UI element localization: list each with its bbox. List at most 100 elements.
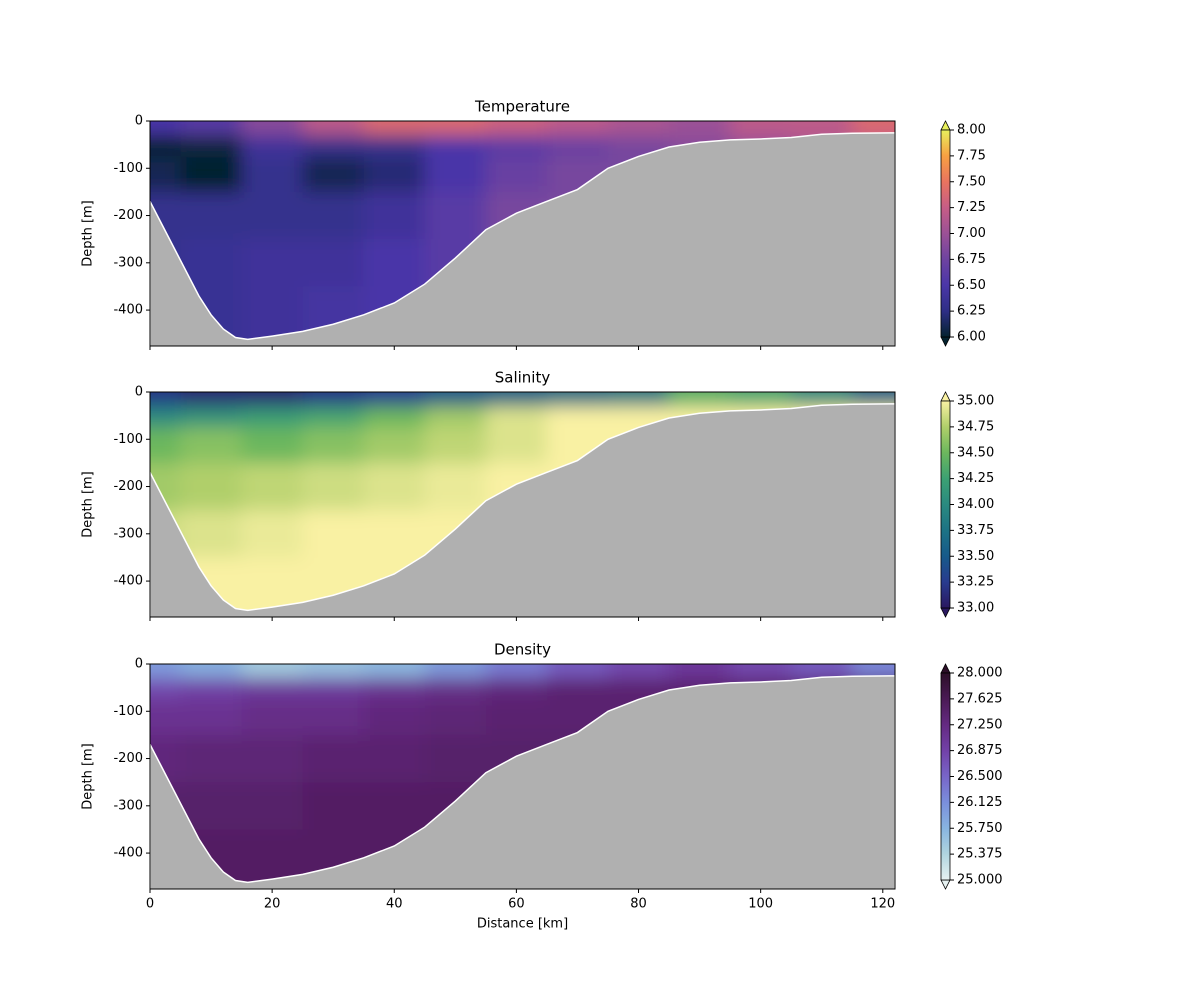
colorbar-tick-label: 33.50 — [957, 549, 994, 564]
colorbar-tick-label: 26.125 — [957, 795, 1003, 810]
field-cell — [852, 664, 895, 679]
field-cell — [852, 392, 895, 407]
colorbar-tick-label: 7.00 — [957, 226, 986, 241]
field-cell — [180, 135, 243, 157]
field-cell — [424, 699, 487, 736]
colorbar-tick-label: 28.000 — [957, 666, 1003, 681]
field-cell — [424, 664, 487, 679]
field-cell — [485, 699, 548, 736]
field-cell — [730, 392, 792, 407]
panel-title: Salinity — [495, 369, 551, 387]
x-tick-label: 40 — [386, 897, 403, 912]
field — [150, 392, 895, 617]
field-cell — [852, 121, 895, 136]
colorbar: 33.00 33.25 33.50 33.75 34.00 34.25 34.50 34.75… — [940, 391, 994, 618]
colorbar-tick-label: 7.50 — [957, 174, 986, 189]
field-cell — [485, 156, 548, 193]
y-tick-label: -100 — [113, 161, 143, 176]
y-tick-label: -300 — [113, 255, 143, 270]
field-cell — [150, 135, 182, 157]
field-cell — [150, 121, 182, 136]
y-tick-label: -300 — [113, 526, 143, 541]
bathymetry — [150, 132, 895, 346]
field-cell — [302, 392, 365, 407]
field-cell — [302, 734, 365, 783]
bathymetry — [150, 675, 895, 889]
colorbar-extend-bottom — [940, 607, 951, 618]
axes-frame — [149, 663, 896, 890]
y-tick-label: -400 — [113, 574, 143, 589]
y-tick-label: -100 — [113, 432, 143, 447]
field-cell — [363, 156, 426, 193]
field-cell — [302, 135, 365, 157]
colorbar-tick-label: 25.000 — [957, 873, 1003, 888]
field-cell — [150, 427, 182, 464]
field-cell — [485, 135, 548, 157]
field-cell — [363, 664, 426, 679]
panel-title: Temperature — [474, 98, 570, 116]
field-cell — [485, 406, 548, 428]
colorbar-tick-label: 7.75 — [957, 148, 986, 163]
y-tick-label: 0 — [135, 657, 143, 672]
colorbar-tick-label: 27.250 — [957, 717, 1003, 732]
x-tick-label: 0 — [146, 897, 154, 912]
colorbar-tick-label: 6.75 — [957, 252, 986, 267]
field-cell — [241, 286, 304, 325]
panel: 0 20 40 60 80 100 120 0 -100 -200 -300 -400 Density D… — [81, 641, 1003, 932]
y-axis-label: Depth [m] — [81, 471, 96, 538]
axes-frame — [149, 120, 896, 347]
field-cell — [180, 406, 243, 428]
field-cell — [363, 510, 426, 558]
field — [150, 664, 895, 889]
x-tick-label: 60 — [508, 897, 525, 912]
field-cell — [363, 239, 426, 287]
y-tick-label: -400 — [113, 303, 143, 318]
field-cell — [180, 156, 243, 193]
colorbar-tick-label: 8.00 — [957, 123, 986, 138]
colorbar: 6.00 6.25 6.50 6.75 7.00 7.25 7.50 7.75 8.00 — [940, 120, 986, 347]
y-tick-label: -200 — [113, 751, 143, 766]
field-cell — [363, 406, 426, 428]
field-cell — [180, 392, 243, 407]
field-cell — [180, 191, 243, 240]
colorbar-tick-label: 34.75 — [957, 419, 994, 434]
colorbar-tick-label: 33.00 — [957, 601, 994, 616]
colorbar-extend-top — [940, 663, 951, 674]
y-tick-label: 0 — [135, 114, 143, 129]
field-cell — [241, 135, 304, 157]
field-cell — [424, 406, 487, 428]
field-cell — [363, 734, 426, 783]
colorbar-tick-label: 33.75 — [957, 523, 994, 538]
field-cell — [546, 392, 609, 407]
field-cell — [363, 135, 426, 157]
x-tick-label: 100 — [748, 897, 773, 912]
field-cell — [150, 156, 182, 193]
field-cell — [241, 121, 304, 136]
field-cell — [241, 462, 304, 511]
field-cell — [363, 782, 426, 830]
field-cell — [180, 462, 243, 511]
colorbar-scale — [940, 672, 951, 881]
field-cell — [302, 427, 365, 464]
field-cell — [424, 121, 487, 136]
field-cell — [485, 121, 548, 136]
field-cell — [363, 191, 426, 240]
field-cell — [669, 121, 731, 136]
field-cell — [150, 392, 182, 407]
field-cell — [241, 734, 304, 783]
field-cell — [302, 406, 365, 428]
field-cell — [241, 392, 304, 407]
field-cell — [485, 392, 548, 407]
colorbar-extend-top — [940, 391, 951, 402]
field-cell — [791, 664, 853, 679]
field-cell — [424, 191, 487, 240]
field-cell — [424, 135, 487, 157]
colorbar-tick-label: 26.875 — [957, 743, 1003, 758]
field-cell — [241, 406, 304, 428]
field-cell — [363, 392, 426, 407]
field-cell — [302, 510, 365, 558]
colorbar-tick-label: 33.25 — [957, 575, 994, 590]
field-cell — [241, 829, 304, 868]
field-cell — [363, 462, 426, 511]
